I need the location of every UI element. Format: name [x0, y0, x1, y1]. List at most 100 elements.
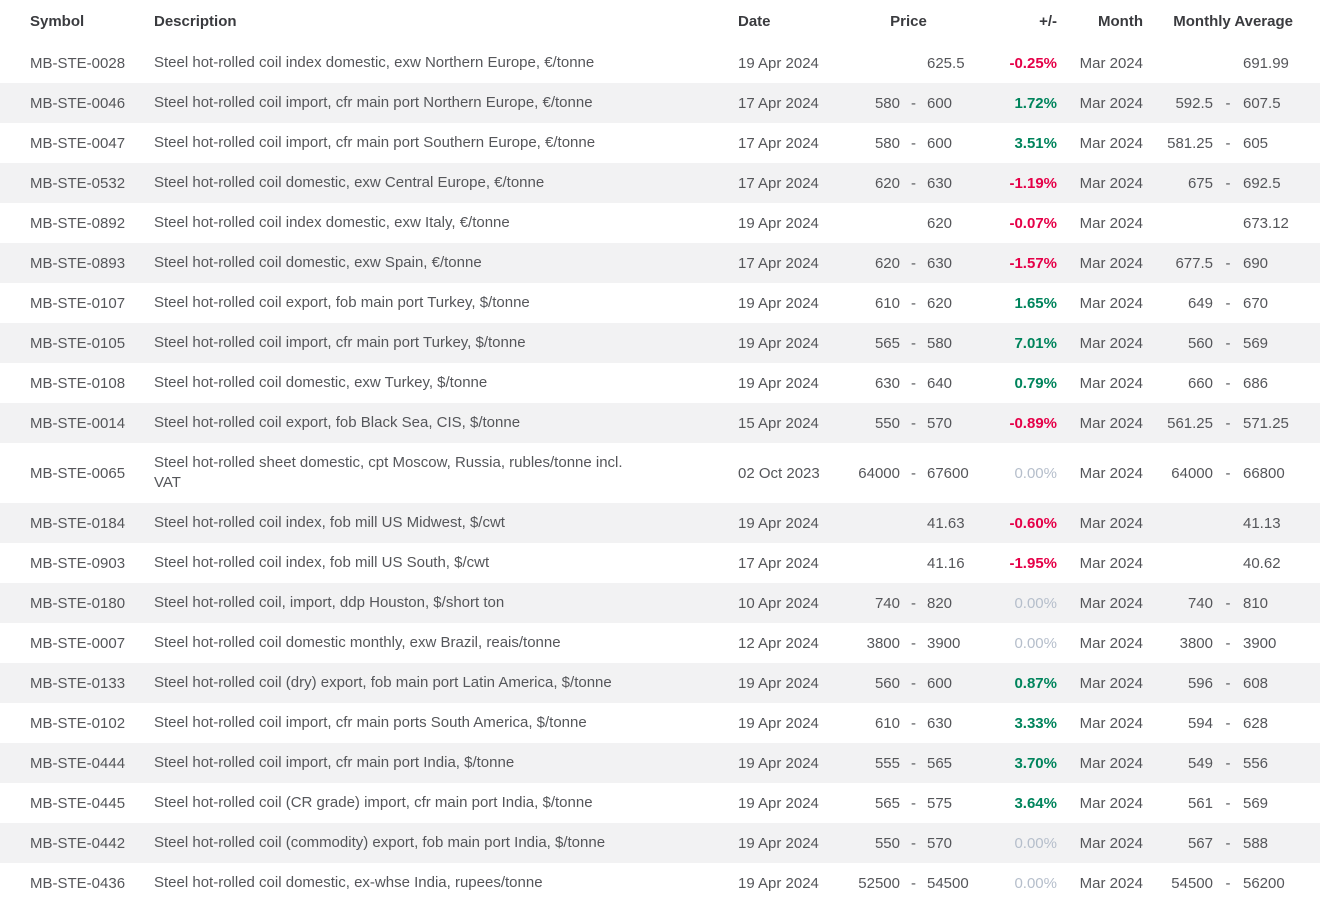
table-row[interactable]: MB-STE-0102 Steel hot-rolled coil import,…	[0, 703, 1320, 743]
table-row[interactable]: MB-STE-0046 Steel hot-rolled coil import,…	[0, 83, 1320, 123]
monthly-average-cell: 560-569	[1143, 335, 1293, 352]
monthly-average-cell-range-dash: -	[1225, 254, 1231, 272]
price-cell: 580-600	[830, 135, 987, 152]
column-header-date: Date	[738, 13, 771, 30]
month-cell: Mar 2024	[1079, 794, 1143, 812]
price-cell-low: 560	[874, 674, 900, 692]
change-cell: 0.00%	[1014, 874, 1057, 892]
symbol-cell: MB-STE-0903	[30, 554, 126, 572]
monthly-average-cell-high: 670	[1243, 294, 1269, 312]
date-cell: 19 Apr 2024	[738, 294, 819, 312]
table-row[interactable]: MB-STE-0065 Steel hot-rolled sheet domest…	[0, 443, 1320, 503]
column-header-symbol: Symbol	[30, 13, 85, 30]
price-cell-low: 620	[874, 174, 900, 192]
change-cell: 0.00%	[1014, 464, 1057, 482]
price-cell-high: 575	[927, 794, 953, 812]
table-row[interactable]: MB-STE-0445 Steel hot-rolled coil (CR gra…	[0, 783, 1320, 823]
table-row[interactable]: MB-STE-0107 Steel hot-rolled coil export,…	[0, 283, 1320, 323]
price-cell-range-dash: -	[911, 874, 916, 892]
monthly-average-cell-range-dash: -	[1225, 714, 1231, 732]
column-header-description: Description	[154, 12, 237, 30]
symbol-cell: MB-STE-0180	[30, 594, 126, 612]
monthly-average-cell-low: 64000	[1171, 464, 1213, 482]
price-cell-high: 640	[927, 374, 953, 392]
description-cell: Steel hot-rolled coil import, cfr main p…	[154, 94, 593, 111]
month-cell: Mar 2024	[1079, 334, 1143, 352]
monthly-average-cell-low: 677.5	[1175, 254, 1213, 272]
monthly-average-cell-high: 608	[1243, 674, 1269, 692]
monthly-average-cell: 549-556	[1143, 755, 1293, 772]
monthly-average-cell-low: 740	[1187, 594, 1213, 612]
description-cell: Steel hot-rolled coil index, fob mill US…	[154, 554, 490, 571]
column-header-monthly-average: Monthly Average	[1173, 13, 1293, 30]
monthly-average-cell-low: 675	[1187, 174, 1213, 192]
monthly-average-cell: 64000-66800	[1143, 465, 1293, 482]
table-row[interactable]: MB-STE-0184 Steel hot-rolled coil index, …	[0, 503, 1320, 543]
description-cell: Steel hot-rolled coil domestic, exw Spai…	[154, 254, 482, 271]
monthly-average-cell-high: 692.5	[1243, 174, 1281, 192]
price-cell: 550-570	[830, 415, 987, 432]
monthly-average-cell: 592.5-607.5	[1143, 95, 1293, 112]
table-row[interactable]: MB-STE-0442 Steel hot-rolled coil (commod…	[0, 823, 1320, 863]
table-row[interactable]: MB-STE-0105 Steel hot-rolled coil import,…	[0, 323, 1320, 363]
price-cell: 610-620	[830, 295, 987, 312]
monthly-average-cell-high: 607.5	[1243, 94, 1281, 112]
monthly-average-cell-high: 3900	[1243, 634, 1277, 652]
table-row[interactable]: MB-STE-0892 Steel hot-rolled coil index d…	[0, 203, 1320, 243]
monthly-average-cell: 41.13	[1143, 515, 1293, 532]
date-cell: 19 Apr 2024	[738, 214, 819, 232]
symbol-cell: MB-STE-0444	[30, 754, 126, 772]
price-cell: 3800-3900	[830, 635, 987, 652]
table-row[interactable]: MB-STE-0893 Steel hot-rolled coil domesti…	[0, 243, 1320, 283]
price-cell-range-dash: -	[911, 794, 916, 812]
change-cell: 3.33%	[1014, 714, 1057, 732]
symbol-cell: MB-STE-0532	[30, 174, 126, 192]
month-cell: Mar 2024	[1079, 594, 1143, 612]
table-row[interactable]: MB-STE-0028 Steel hot-rolled coil index d…	[0, 43, 1320, 83]
table-row[interactable]: MB-STE-0007 Steel hot-rolled coil domesti…	[0, 623, 1320, 663]
table-row[interactable]: MB-STE-0444 Steel hot-rolled coil import,…	[0, 743, 1320, 783]
change-cell: 0.00%	[1014, 594, 1057, 612]
table-row[interactable]: MB-STE-0903 Steel hot-rolled coil index, …	[0, 543, 1320, 583]
monthly-average-cell-low: 54500	[1171, 874, 1213, 892]
description-cell: Steel hot-rolled coil domestic, exw Turk…	[154, 374, 488, 391]
table-row[interactable]: MB-STE-0014 Steel hot-rolled coil export,…	[0, 403, 1320, 443]
table-row[interactable]: MB-STE-0108 Steel hot-rolled coil domesti…	[0, 363, 1320, 403]
monthly-average-cell: 677.5-690	[1143, 255, 1293, 272]
table-row[interactable]: MB-STE-0436 Steel hot-rolled coil domesti…	[0, 863, 1320, 903]
table-row[interactable]: MB-STE-0532 Steel hot-rolled coil domesti…	[0, 163, 1320, 203]
monthly-average-cell-low: 560	[1187, 334, 1213, 352]
monthly-average-cell-low: 596	[1187, 674, 1213, 692]
table-row[interactable]: MB-STE-0133 Steel hot-rolled coil (dry) e…	[0, 663, 1320, 703]
symbol-cell: MB-STE-0105	[30, 334, 126, 352]
monthly-average-cell-low: 561	[1187, 794, 1213, 812]
table-row[interactable]: MB-STE-0047 Steel hot-rolled coil import,…	[0, 123, 1320, 163]
table-row[interactable]: MB-STE-0180 Steel hot-rolled coil, import…	[0, 583, 1320, 623]
price-cell-range-dash: -	[911, 594, 916, 612]
month-cell: Mar 2024	[1079, 754, 1143, 772]
monthly-average-cell-high: 66800	[1243, 464, 1285, 482]
month-cell: Mar 2024	[1079, 374, 1143, 392]
price-cell-range-dash: -	[911, 174, 916, 192]
column-header-price: Price	[890, 13, 927, 30]
price-cell-high: 570	[927, 834, 953, 852]
symbol-cell: MB-STE-0102	[30, 714, 126, 732]
monthly-average-cell-low: 581.25	[1167, 134, 1213, 152]
price-cell-high: 41.16	[927, 554, 965, 572]
price-cell-low: 550	[874, 834, 900, 852]
price-cell-high: 580	[927, 334, 953, 352]
description-cell: Steel hot-rolled coil domestic, ex-whse …	[154, 874, 543, 891]
change-cell: 0.87%	[1014, 674, 1057, 692]
price-cell: 630-640	[830, 375, 987, 392]
description-cell: Steel hot-rolled coil (commodity) export…	[154, 834, 606, 851]
monthly-average-cell-high: 40.62	[1243, 554, 1281, 572]
monthly-average-cell-range-dash: -	[1225, 594, 1231, 612]
price-cell-high: 630	[927, 254, 953, 272]
monthly-average-cell-high: 686	[1243, 374, 1269, 392]
month-cell: Mar 2024	[1079, 54, 1143, 72]
price-cell: 625.5	[830, 55, 987, 72]
monthly-average-cell-high: 569	[1243, 334, 1269, 352]
month-cell: Mar 2024	[1079, 714, 1143, 732]
date-cell: 17 Apr 2024	[738, 94, 819, 112]
month-cell: Mar 2024	[1079, 414, 1143, 432]
